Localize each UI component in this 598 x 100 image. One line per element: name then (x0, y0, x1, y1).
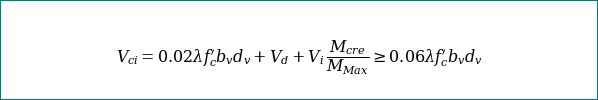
Text: Figure 11. Expression for $V_{ci}$: Figure 11. Expression for $V_{ci}$ (5, 3, 193, 20)
Text: $V_{ci} = 0.02\lambda f^{\prime}_{c} b_{v} d_{v} + V_{d} + V_{i}\,\dfrac{M_{cre}: $V_{ci} = 0.02\lambda f^{\prime}_{c} b_{… (115, 38, 483, 76)
